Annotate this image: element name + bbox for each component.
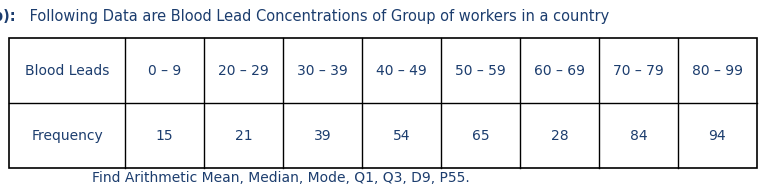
Text: Frequency: Frequency xyxy=(31,129,103,143)
Text: 20 – 29: 20 – 29 xyxy=(218,64,269,78)
Text: 39: 39 xyxy=(313,129,331,143)
Text: 70 – 79: 70 – 79 xyxy=(613,64,663,78)
Text: 65: 65 xyxy=(472,129,489,143)
Text: (b):: (b): xyxy=(0,9,17,24)
Bar xyxy=(9,38,757,168)
Text: Following Data are Blood Lead Concentrations of Group of workers in a country: Following Data are Blood Lead Concentrat… xyxy=(25,9,610,24)
Text: 50 – 59: 50 – 59 xyxy=(455,64,506,78)
Text: 40 – 49: 40 – 49 xyxy=(376,64,427,78)
Text: Blood Leads: Blood Leads xyxy=(25,64,110,78)
Text: 60 – 69: 60 – 69 xyxy=(534,64,584,78)
Text: 15: 15 xyxy=(155,129,173,143)
Text: 80 – 99: 80 – 99 xyxy=(692,64,743,78)
Text: 84: 84 xyxy=(630,129,647,143)
Text: 28: 28 xyxy=(551,129,568,143)
Text: Find Arithmetic Mean, Median, Mode, Q1, Q3, D9, P55.: Find Arithmetic Mean, Median, Mode, Q1, … xyxy=(92,171,470,185)
Text: 0 – 9: 0 – 9 xyxy=(148,64,181,78)
Text: 21: 21 xyxy=(234,129,252,143)
Text: 30 – 39: 30 – 39 xyxy=(297,64,348,78)
Text: 94: 94 xyxy=(709,129,726,143)
Text: 54: 54 xyxy=(393,129,410,143)
